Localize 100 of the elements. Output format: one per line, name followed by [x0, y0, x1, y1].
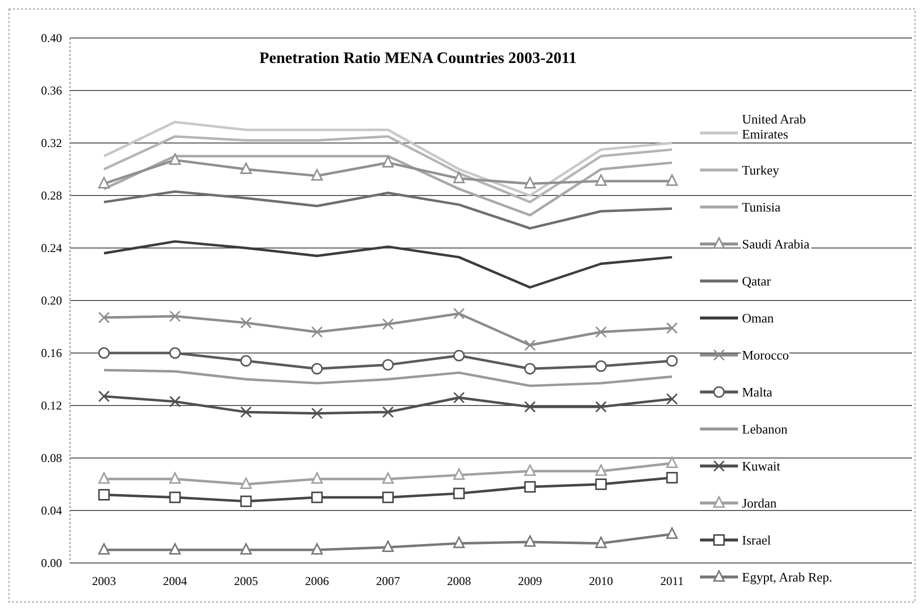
legend-label: Lebanon — [742, 422, 788, 437]
point — [169, 310, 181, 322]
point — [524, 339, 536, 351]
point — [666, 174, 678, 186]
point — [311, 408, 323, 420]
point — [453, 536, 465, 548]
x-tick-label: 2006 — [305, 574, 329, 588]
point — [98, 489, 110, 500]
point — [524, 464, 536, 476]
y-tick-label: 0.12 — [41, 398, 62, 413]
point — [666, 472, 678, 484]
point — [240, 317, 252, 329]
point — [169, 543, 181, 555]
y-tick-label: 0.04 — [41, 504, 62, 518]
point — [453, 468, 465, 480]
point — [169, 347, 181, 359]
point — [524, 363, 536, 374]
line-series — [102, 135, 674, 204]
point — [595, 326, 607, 338]
point — [382, 492, 394, 504]
point — [240, 478, 252, 489]
point — [169, 153, 181, 165]
point — [453, 172, 465, 184]
point — [98, 176, 110, 188]
point — [240, 162, 252, 174]
point — [169, 492, 181, 504]
legend-label: Tunisia — [742, 200, 781, 215]
point — [311, 169, 323, 181]
point — [524, 401, 536, 413]
point — [453, 350, 465, 362]
x-tick-label: 2010 — [589, 574, 613, 588]
point — [524, 535, 536, 547]
point — [240, 543, 252, 555]
point — [311, 326, 323, 338]
x-tick-label: 2008 — [447, 574, 471, 588]
line-series — [102, 120, 674, 197]
point — [98, 312, 110, 324]
point — [382, 472, 394, 484]
point — [666, 355, 678, 367]
x-tick-label: 2004 — [163, 574, 187, 588]
line-series — [102, 368, 674, 388]
x-tick-label: 2011 — [660, 574, 684, 588]
point — [595, 464, 607, 476]
legend-label: Turkey — [742, 162, 780, 178]
point — [240, 406, 252, 418]
point — [595, 478, 607, 490]
x-tick-label: 2007 — [376, 574, 400, 588]
y-tick-label: 0.00 — [41, 556, 62, 570]
point — [595, 360, 607, 372]
y-tick-label: 0.16 — [41, 346, 62, 360]
point — [595, 174, 607, 186]
x-tick-label: 2003 — [92, 574, 116, 588]
point — [98, 347, 110, 359]
legend-label: Israel — [742, 532, 772, 548]
point — [311, 492, 323, 504]
y-tick-label: 0.40 — [41, 31, 62, 46]
legend-label: Egypt, Arab Rep. — [742, 570, 832, 585]
point — [666, 456, 678, 468]
y-tick-label: 0.28 — [41, 188, 62, 203]
point — [524, 481, 536, 493]
point — [382, 318, 394, 330]
y-tick-label: 0.36 — [41, 84, 62, 98]
point — [595, 536, 607, 548]
point — [453, 488, 465, 500]
point — [524, 176, 536, 188]
point — [666, 393, 678, 405]
point — [382, 406, 394, 418]
point — [98, 543, 110, 555]
legend-label: Jordan — [742, 496, 778, 511]
point — [666, 527, 678, 539]
x-tick-label: 2009 — [518, 574, 542, 588]
point — [169, 472, 181, 484]
point — [240, 355, 252, 367]
y-tick-label: 0.08 — [41, 451, 62, 466]
legend-label: Malta — [742, 384, 773, 400]
x-tick-label: 2005 — [234, 574, 258, 588]
point — [240, 496, 252, 508]
point — [311, 543, 323, 555]
point — [595, 401, 607, 413]
line-series — [102, 240, 674, 289]
point — [382, 359, 394, 371]
point — [382, 156, 394, 168]
legend-label: Oman — [742, 310, 774, 326]
point — [382, 540, 394, 552]
point — [98, 472, 110, 484]
y-tick-label: 0.24 — [41, 241, 62, 256]
point — [98, 390, 110, 402]
point — [311, 472, 323, 484]
point — [666, 322, 678, 334]
point — [311, 363, 323, 374]
y-tick-label: 0.32 — [41, 136, 62, 150]
legend-label: Qatar — [742, 274, 772, 289]
point — [169, 396, 181, 408]
legend-label: Kuwait — [742, 458, 781, 474]
y-tick-label: 0.20 — [41, 294, 62, 308]
legend-label: United Arab Emirates — [742, 112, 806, 142]
point — [453, 308, 465, 320]
point — [453, 392, 465, 404]
line-series — [102, 190, 674, 230]
text: Penetration Ratio MENA Countries 2003-2011 — [259, 50, 577, 67]
